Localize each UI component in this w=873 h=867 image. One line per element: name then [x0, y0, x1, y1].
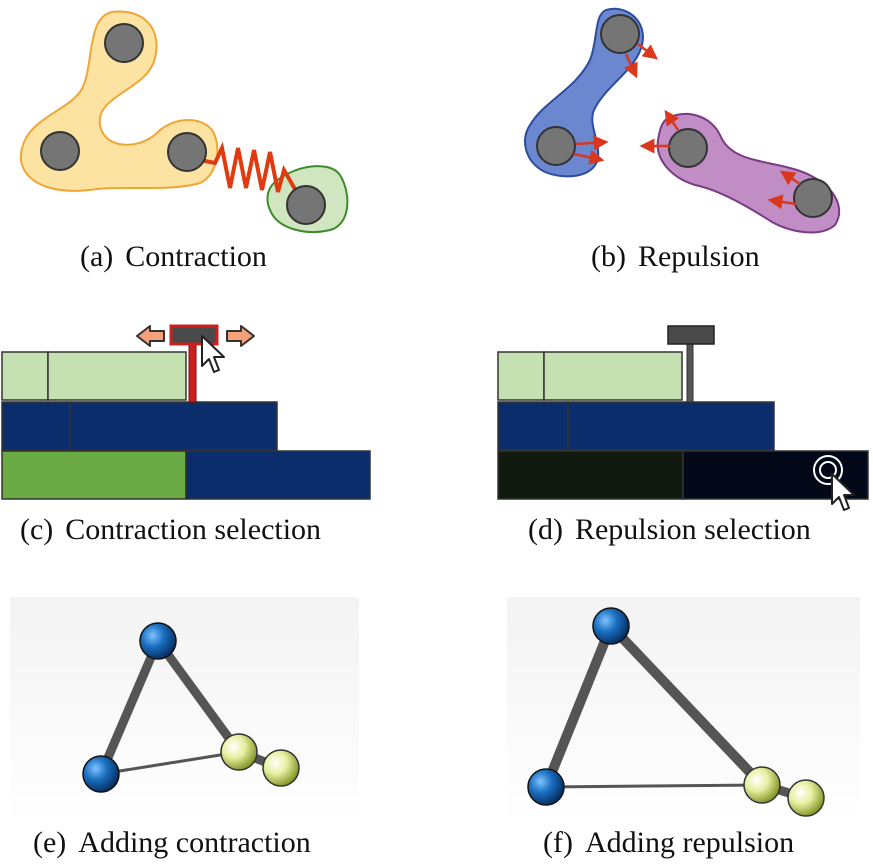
graph-node-yellow: [787, 779, 825, 817]
repulsion-arrow: [637, 43, 658, 60]
caption-f: (f) Adding repulsion: [543, 826, 794, 860]
node: [536, 126, 576, 166]
graph-node-blue: [527, 768, 565, 806]
caption-e: (e) Adding contraction: [33, 826, 311, 860]
node: [793, 178, 833, 218]
arrow-right-icon: [226, 325, 255, 347]
bar-segment: [567, 401, 775, 451]
caption-label: (f): [543, 826, 573, 859]
bar-segment: [185, 450, 371, 500]
caption-label: (b): [591, 240, 626, 273]
caption-label: (c): [20, 513, 54, 546]
bar-segment: [69, 401, 278, 451]
caption-c: (c) Contraction selection: [20, 513, 321, 547]
graph-node-yellow: [220, 733, 258, 771]
selection-handle-stem: [686, 343, 694, 403]
panel-f-diagram: [507, 597, 860, 827]
graph-node-blue: [592, 607, 630, 645]
graph-edge: [541, 621, 616, 792]
click-ring-icon: [819, 461, 837, 479]
repulsion-arrow: [767, 194, 797, 210]
bar-segment: [497, 450, 684, 500]
bar-segment: [543, 351, 683, 401]
caption-label: (d): [528, 513, 563, 546]
node: [40, 131, 80, 171]
bar-segment: [47, 351, 187, 401]
cursor-icon: [831, 473, 855, 511]
graph-node-yellow: [743, 766, 781, 804]
node: [668, 128, 708, 168]
selection-handle-stem: [188, 343, 197, 403]
caption-text: Adding repulsion: [584, 826, 795, 859]
graph-node-blue: [139, 622, 177, 660]
repulsion-arrow: [573, 150, 605, 165]
caption-d: (d) Repulsion selection: [528, 513, 811, 547]
arrow-left-icon: [136, 325, 165, 347]
bar-segment: [497, 351, 545, 401]
caption-text: Adding contraction: [78, 826, 311, 859]
graph-node-yellow: [262, 749, 300, 787]
panel-c-diagram: [1, 324, 371, 500]
caption-label: (a): [80, 240, 114, 273]
graph-edge: [96, 636, 163, 779]
node: [104, 23, 144, 63]
caption-text: Repulsion: [637, 240, 760, 273]
graph-node-blue: [82, 755, 120, 793]
graph-edge: [545, 783, 763, 789]
panel-d-diagram: [497, 325, 869, 511]
caption-a: (a) Contraction: [80, 240, 267, 274]
repulsion-arrow: [664, 109, 680, 131]
bar-segment: [1, 450, 187, 500]
graph-edge: [606, 621, 767, 790]
node: [286, 185, 326, 225]
caption-text: Contraction: [125, 240, 267, 273]
bar-segment: [1, 351, 49, 401]
bar-segment: [1, 401, 71, 451]
repulsion-arrow: [779, 170, 801, 186]
caption-label: (e): [33, 826, 67, 859]
graph-background: [10, 597, 359, 827]
graph-edge: [100, 750, 240, 776]
graph-edge: [153, 636, 244, 757]
spring: [199, 141, 302, 199]
bar-segment: [497, 401, 569, 451]
selection-handle[interactable]: [169, 324, 219, 346]
panel-a-diagram: [19, 10, 349, 234]
caption-text: Contraction selection: [65, 513, 322, 546]
panel-b-diagram: [524, 7, 841, 234]
cursor-icon: [201, 335, 225, 373]
caption-text: Repulsion selection: [574, 513, 811, 546]
click-ring-icon: [813, 455, 843, 485]
repulsion-arrow: [623, 53, 638, 79]
panel-e-diagram: [10, 597, 359, 827]
node: [600, 14, 640, 54]
selection-handle[interactable]: [667, 325, 715, 345]
node: [167, 132, 207, 172]
caption-b: (b) Repulsion: [591, 240, 760, 274]
repulsion-arrow: [575, 135, 609, 151]
